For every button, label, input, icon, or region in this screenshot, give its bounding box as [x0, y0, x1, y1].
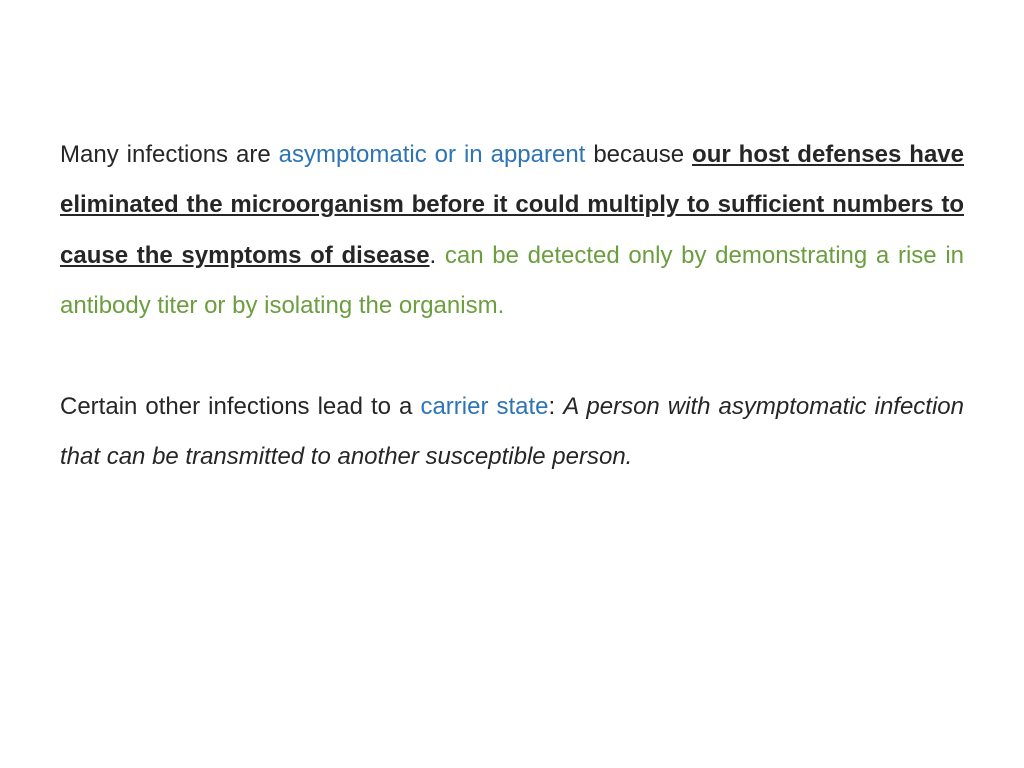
text-blue-asymptomatic: asymptomatic or in apparent	[279, 141, 594, 168]
text-segment: :	[549, 393, 564, 420]
text-segment: Many infections are	[60, 141, 279, 168]
text-segment: Certain other infections lead to a	[60, 393, 420, 420]
text-blue-carrierstate: carrier state	[420, 393, 548, 420]
text-segment: .	[430, 242, 445, 269]
paragraph-2: Certain other infections lead to a carri…	[60, 382, 964, 483]
slide-content: Many infections are asymptomatic or in a…	[0, 0, 1024, 768]
text-segment: because	[593, 141, 692, 168]
paragraph-1: Many infections are asymptomatic or in a…	[60, 130, 964, 332]
